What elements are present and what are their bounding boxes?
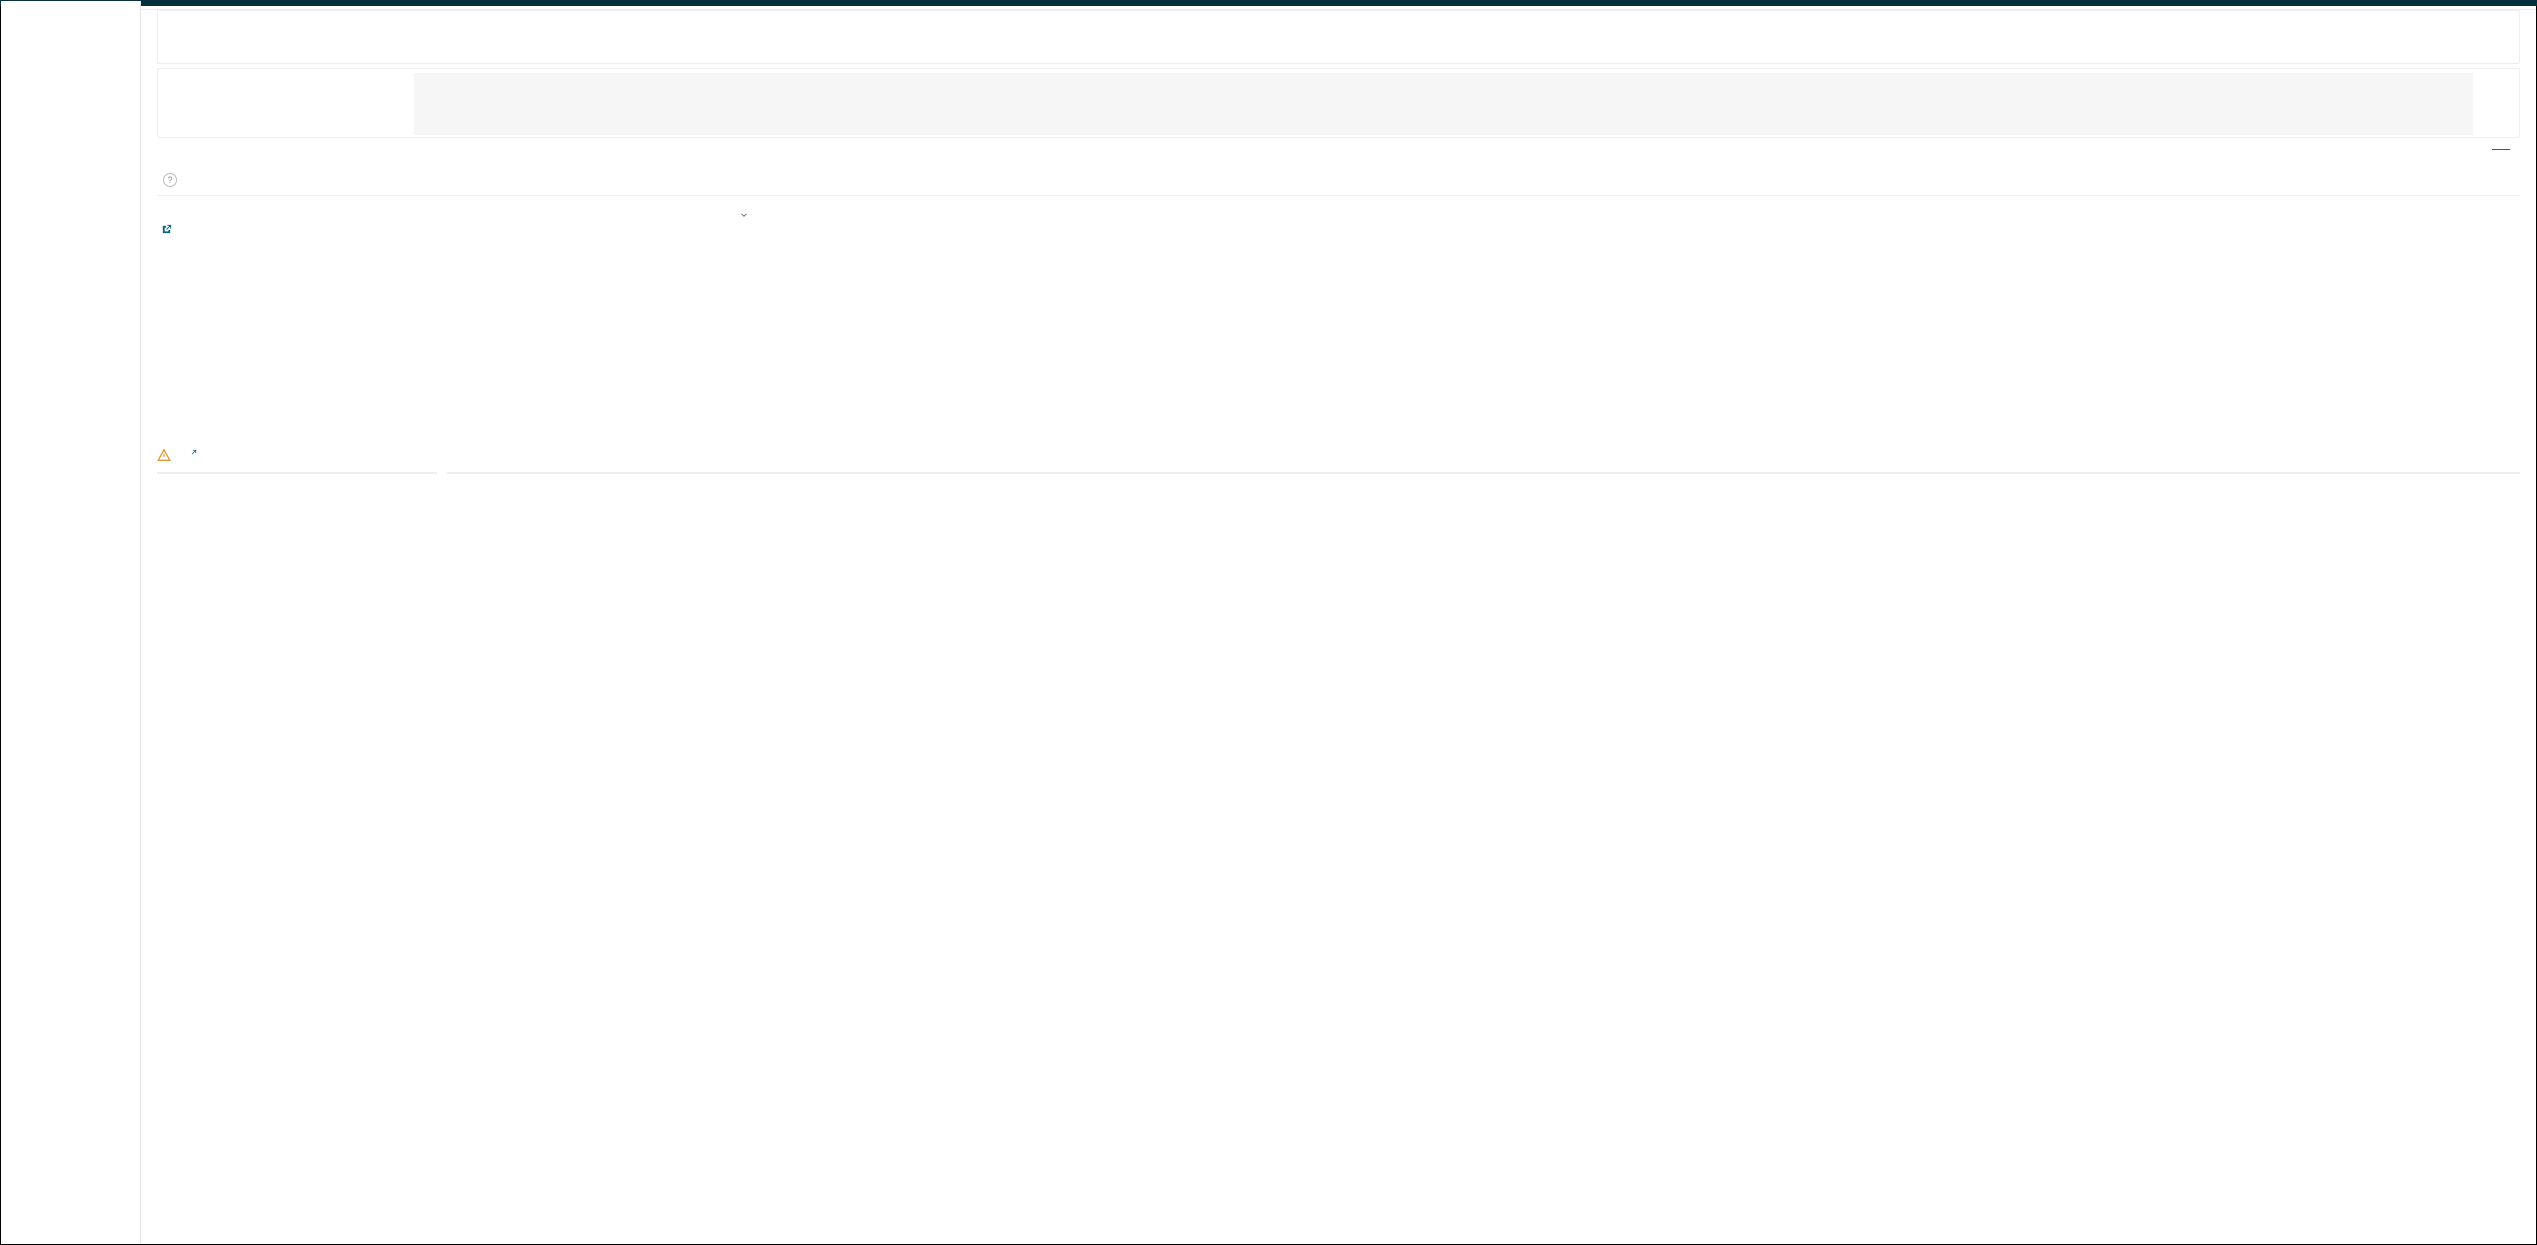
logon-duration-panel — [157, 68, 2520, 138]
sessions-chart — [362, 11, 2519, 63]
total-applications-card — [157, 210, 337, 408]
most-used-applications-card — [369, 210, 749, 408]
infra-hosts-table — [157, 472, 437, 474]
warning-icon — [157, 448, 171, 462]
donut-chart — [474, 230, 644, 400]
external-link-icon — [187, 449, 197, 459]
logon-ylabel — [370, 73, 380, 135]
side-nav — [1, 1, 141, 1244]
info-icon[interactable]: ? — [163, 173, 177, 187]
logon-legend — [2454, 142, 2520, 157]
chevron-down-icon — [739, 210, 749, 220]
view-all-app-usage-link[interactable] — [157, 224, 172, 235]
logon-chart — [362, 69, 2519, 137]
application-usage-header: ? — [157, 165, 2520, 196]
top-apps-peak-card — [781, 210, 2520, 408]
external-link-icon — [161, 224, 172, 235]
infra-controllers-table — [447, 472, 2520, 474]
infrastructure-header — [157, 426, 2520, 442]
main-scroll[interactable]: ? — [141, 1, 2536, 1244]
feature-compat-link[interactable] — [187, 449, 197, 462]
most-used-dropdown[interactable] — [735, 210, 749, 220]
window-top-strip — [0, 0, 2537, 6]
infrastructure-warning — [157, 442, 2520, 468]
logon-y2label — [2501, 73, 2511, 135]
sessions-connected-panel — [157, 10, 2520, 64]
